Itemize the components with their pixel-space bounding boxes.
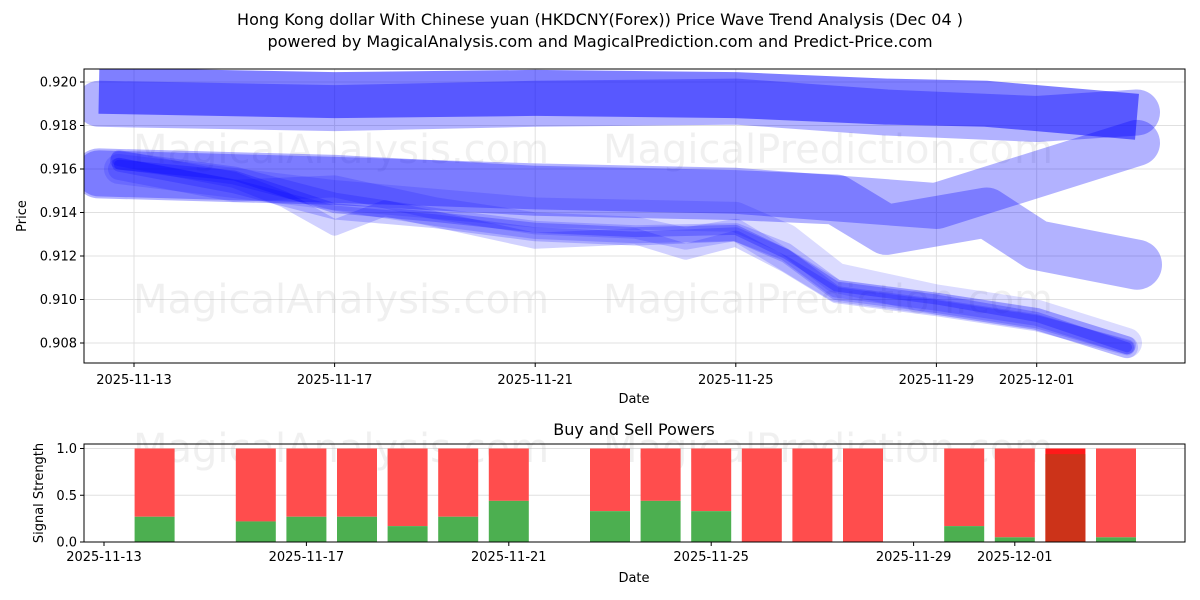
buy-bar — [489, 501, 529, 542]
sell-bar — [236, 449, 276, 522]
x-tick-label: 2025-11-13 — [96, 373, 172, 388]
y-tick-label: 0.914 — [40, 206, 77, 221]
buy-bar — [135, 517, 175, 542]
buy-bar — [236, 521, 276, 542]
sell-bar — [691, 449, 731, 512]
sell-bar — [135, 449, 175, 517]
x-tick-label: 2025-11-17 — [297, 373, 373, 388]
buy-bar — [337, 517, 377, 542]
buy-sell-x-label: Date — [618, 571, 649, 586]
sell-bar — [388, 449, 428, 527]
buy-sell-chart: Buy and Sell Powers MagicalAnalysis.com … — [32, 420, 1185, 586]
sell-bar — [489, 449, 529, 501]
buy-bar — [995, 537, 1035, 542]
y-tick-label: 0.912 — [40, 250, 77, 265]
y-tick-label: 0.0 — [56, 536, 77, 551]
sell-bar — [792, 449, 832, 543]
buy-bar — [438, 517, 478, 542]
x-tick-label: 2025-11-29 — [876, 550, 952, 565]
buy-bar — [641, 501, 681, 542]
y-tick-label: 0.910 — [40, 293, 77, 308]
buy-bar — [590, 511, 630, 542]
y-tick-label: 0.920 — [40, 76, 77, 91]
watermark-analysis: MagicalAnalysis.com — [133, 277, 549, 323]
y-tick-label: 0.916 — [40, 163, 77, 178]
x-tick-label: 2025-11-29 — [899, 373, 975, 388]
x-tick-label: 2025-11-25 — [698, 373, 774, 388]
buy-bar — [691, 511, 731, 542]
buy-bar — [286, 517, 326, 542]
x-tick-label: 2025-11-21 — [471, 550, 547, 565]
sell-bar — [590, 449, 630, 512]
price-y-axis: 0.908 0.910 0.912 0.914 0.916 0.918 0.920 — [40, 76, 84, 352]
chart-canvas: MagicalAnalysis.com MagicalPrediction.co… — [0, 0, 1200, 600]
sell-bar — [944, 449, 984, 527]
strong-sell-bar — [1045, 454, 1085, 542]
sell-bar — [843, 449, 883, 543]
x-tick-label: 2025-12-01 — [999, 373, 1075, 388]
sell-bar — [286, 449, 326, 517]
price-x-axis: 2025-11-13 2025-11-17 2025-11-21 2025-11-25… — [96, 363, 1074, 388]
x-tick-label: 2025-11-21 — [497, 373, 573, 388]
price-y-label: Price — [15, 200, 30, 232]
y-tick-label: 0.5 — [56, 489, 77, 504]
x-tick-label: 2025-11-25 — [673, 550, 749, 565]
buy-bar — [1096, 537, 1136, 542]
sell-bar — [1096, 449, 1136, 538]
price-x-label: Date — [618, 392, 649, 407]
sell-bar — [641, 449, 681, 501]
x-tick-label: 2025-12-01 — [977, 550, 1053, 565]
buy-bar — [388, 526, 428, 542]
buy-bar — [944, 526, 984, 542]
y-tick-label: 1.0 — [56, 442, 77, 457]
x-tick-label: 2025-11-17 — [269, 550, 345, 565]
wave-long-2 — [99, 102, 1137, 119]
sell-bar — [337, 449, 377, 517]
buy-sell-y-axis: 0.0 0.5 1.0 — [56, 442, 84, 551]
x-tick-label: 2025-11-13 — [66, 550, 142, 565]
buy-sell-x-axis: 2025-11-13 2025-11-17 2025-11-21 2025-11-25… — [66, 542, 1052, 565]
y-tick-label: 0.908 — [40, 337, 77, 352]
sell-bar — [438, 449, 478, 517]
y-tick-label: 0.918 — [40, 119, 77, 134]
sell-bar — [742, 449, 782, 543]
price-wave-chart: MagicalAnalysis.com MagicalPrediction.co… — [15, 69, 1185, 407]
buy-sell-y-label: Signal Strength — [32, 443, 47, 543]
sell-bar — [995, 449, 1035, 538]
